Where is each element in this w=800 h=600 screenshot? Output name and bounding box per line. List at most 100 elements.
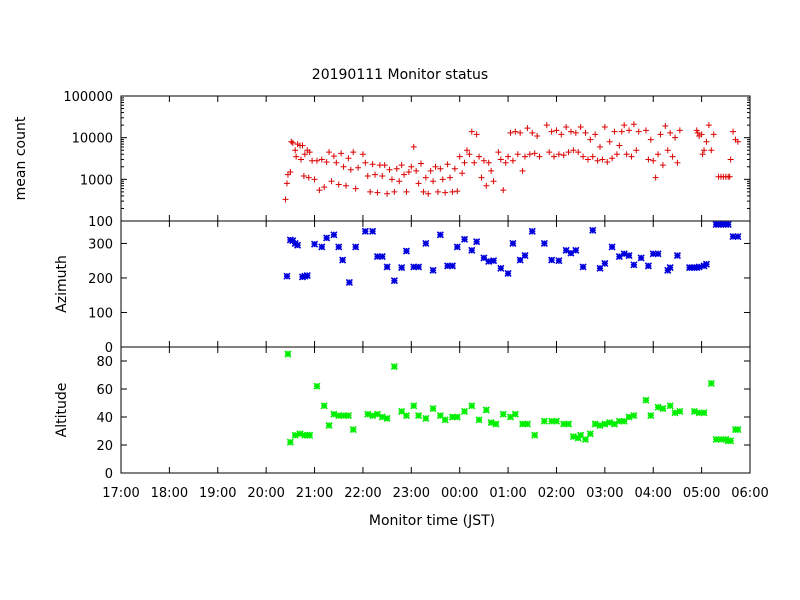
data-point — [485, 159, 492, 166]
data-point — [726, 173, 733, 180]
data-point — [734, 426, 742, 434]
data-point — [448, 413, 457, 421]
data-point — [402, 412, 411, 420]
data-point — [313, 157, 320, 164]
x-tick-label: 21:00 — [296, 486, 333, 501]
data-point — [694, 129, 701, 136]
data-point — [652, 174, 659, 181]
data-point — [698, 131, 705, 138]
data-point — [330, 410, 338, 418]
data-point — [480, 157, 487, 164]
data-point — [710, 131, 717, 138]
data-point — [524, 125, 531, 132]
data-point — [434, 188, 441, 195]
data-point — [526, 151, 533, 158]
data-point — [344, 412, 352, 420]
data-point — [402, 247, 411, 255]
data-point — [425, 190, 432, 197]
data-point — [564, 420, 573, 428]
plot-frame — [120, 346, 751, 474]
x-tick-label: 05:00 — [683, 486, 720, 501]
data-point — [338, 150, 345, 157]
data-point — [339, 256, 347, 264]
data-point — [596, 421, 604, 429]
data-point — [659, 162, 666, 169]
y-tick-label: 40 — [96, 411, 113, 426]
data-point — [582, 129, 589, 136]
data-point — [449, 188, 456, 195]
data-point — [529, 129, 536, 136]
data-point — [349, 426, 357, 434]
data-point — [708, 147, 715, 154]
data-point — [703, 138, 710, 145]
data-point — [340, 412, 348, 420]
data-point — [514, 151, 521, 158]
data-point — [523, 420, 531, 428]
data-point — [359, 151, 366, 158]
data-point — [473, 131, 480, 138]
data-point — [459, 170, 466, 177]
data-point — [499, 410, 507, 418]
data-point — [654, 403, 662, 411]
x-tick-label: 06:00 — [731, 486, 768, 501]
data-point — [734, 138, 741, 145]
data-point — [476, 153, 483, 160]
y-axis-title: mean count — [13, 116, 29, 200]
data-point — [299, 142, 306, 149]
data-point — [456, 153, 463, 160]
data-point — [345, 155, 352, 162]
data-point — [589, 226, 597, 234]
data-point — [504, 269, 512, 278]
y-tick-label: 0 — [105, 341, 113, 356]
data-point — [717, 435, 725, 443]
data-point — [597, 143, 604, 150]
data-point — [729, 232, 737, 241]
y-tick-label: 200 — [88, 272, 113, 287]
data-point — [383, 414, 391, 422]
data-point — [654, 250, 662, 258]
panel-3: 0 20 40 60 80 17:00 18:00 19:00 20:00 21:00 22:00 2… — [54, 346, 769, 501]
data-point — [534, 132, 541, 139]
data-point — [441, 416, 449, 424]
data-point — [502, 159, 509, 166]
data-point — [560, 420, 568, 428]
data-point — [727, 156, 734, 163]
data-point — [601, 420, 609, 428]
data-point — [724, 220, 732, 229]
data-point — [609, 155, 616, 162]
data-point — [422, 414, 430, 422]
x-axis-title: Monitor time (JST) — [369, 513, 495, 529]
data-point — [645, 156, 652, 163]
data-point — [586, 430, 594, 438]
data-point — [543, 122, 550, 129]
data-point — [548, 128, 555, 135]
data-point — [495, 149, 502, 156]
data-point — [432, 163, 439, 170]
data-point — [301, 151, 308, 158]
data-point — [333, 159, 340, 166]
data-point — [306, 149, 313, 156]
data-point — [620, 417, 628, 425]
panel-1: 100 1000 10000 100000 mean count — [13, 90, 751, 230]
data-point — [615, 417, 623, 425]
y-tick-label: 60 — [96, 383, 113, 398]
data-point — [288, 138, 295, 145]
data-point — [572, 246, 580, 254]
data-point — [531, 431, 539, 439]
data-point — [616, 142, 623, 149]
data-point — [657, 131, 664, 138]
data-point — [367, 188, 374, 195]
data-point — [468, 402, 476, 410]
data-point — [563, 124, 570, 131]
data-point — [316, 187, 323, 194]
data-point — [429, 266, 437, 274]
data-point — [664, 147, 671, 154]
data-point — [581, 435, 590, 443]
data-point — [517, 129, 524, 136]
data-point — [659, 405, 667, 413]
data-point — [642, 127, 649, 134]
data-point — [398, 162, 405, 169]
data-point — [579, 263, 587, 271]
data-point — [311, 176, 318, 183]
data-point — [589, 153, 596, 160]
